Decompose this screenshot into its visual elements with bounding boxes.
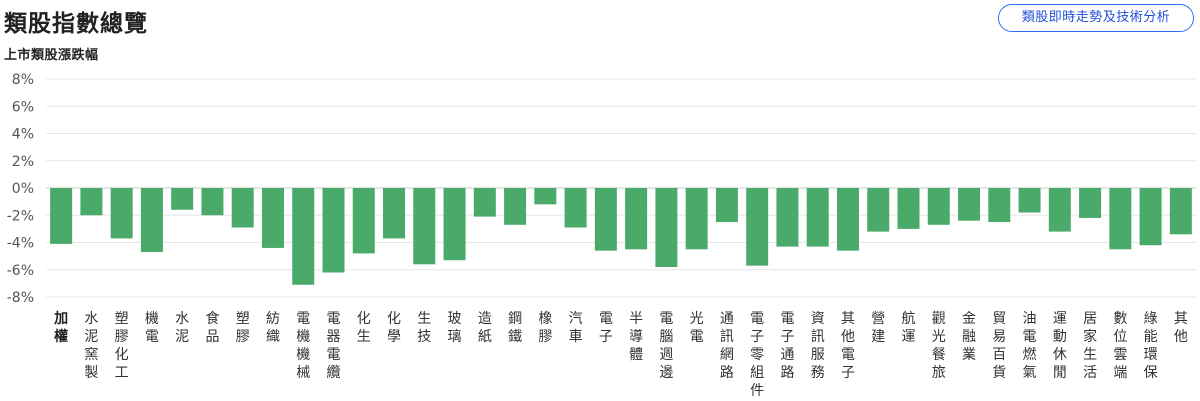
bar-電子通路[interactable] bbox=[776, 188, 799, 247]
x-category-label: 橡膠 bbox=[538, 311, 552, 345]
x-category-label: 食品 bbox=[205, 310, 219, 345]
x-category-label: 生技 bbox=[417, 311, 431, 345]
page-title: 類股指數總覽 bbox=[4, 11, 148, 37]
y-tick-label: -4% bbox=[7, 236, 34, 252]
bar-數位雲端[interactable] bbox=[1109, 188, 1132, 250]
x-category-label: 汽車 bbox=[569, 311, 583, 345]
bar-塑膠化工[interactable] bbox=[110, 188, 133, 239]
x-category-label: 觀光餐旅 bbox=[932, 311, 946, 381]
bar-玻璃[interactable] bbox=[443, 188, 466, 261]
bar-金融業[interactable] bbox=[958, 188, 981, 221]
x-category-label: 綠能環保 bbox=[1144, 311, 1158, 381]
bar-機電[interactable] bbox=[140, 188, 163, 253]
bar-造紙[interactable] bbox=[473, 188, 496, 217]
bar-塑膠[interactable] bbox=[231, 188, 254, 228]
x-category-label: 塑膠化工 bbox=[115, 311, 129, 381]
x-category-label: 貿易百貨 bbox=[992, 311, 1006, 381]
x-category-label: 電子通路 bbox=[780, 311, 794, 381]
bar-其他電子[interactable] bbox=[836, 188, 859, 251]
x-category-label: 其他電子 bbox=[841, 311, 855, 381]
x-category-label: 資訊服務 bbox=[811, 311, 825, 381]
bar-水泥窯製[interactable] bbox=[80, 188, 103, 216]
bar-汽車[interactable] bbox=[564, 188, 587, 228]
bar-資訊服務[interactable] bbox=[806, 188, 829, 247]
bar-電腦週邊[interactable] bbox=[655, 188, 678, 268]
x-category-label: 化生 bbox=[357, 311, 371, 345]
x-category-label: 加權 bbox=[53, 311, 68, 345]
bar-半導體[interactable] bbox=[625, 188, 648, 250]
x-category-label: 水泥 bbox=[175, 311, 189, 345]
x-category-label: 紡織 bbox=[266, 311, 280, 345]
bar-紡織[interactable] bbox=[261, 188, 284, 248]
bar-航運[interactable] bbox=[897, 188, 920, 229]
bar-加權[interactable] bbox=[50, 188, 73, 244]
x-category-label: 造紙 bbox=[478, 311, 492, 345]
bar-營建[interactable] bbox=[867, 188, 890, 232]
bar-其他[interactable] bbox=[1169, 188, 1192, 235]
y-tick-label: 2% bbox=[12, 154, 34, 170]
x-category-label: 電機機械 bbox=[296, 311, 310, 381]
bar-電子[interactable] bbox=[594, 188, 617, 251]
x-category-label: 半導體 bbox=[629, 311, 643, 363]
bar-通訊網路[interactable] bbox=[715, 188, 738, 223]
x-category-label: 化學 bbox=[387, 311, 401, 345]
x-category-label: 電子零組件 bbox=[750, 311, 764, 399]
x-category-label: 玻璃 bbox=[448, 311, 462, 345]
bar-光電[interactable] bbox=[685, 188, 708, 250]
x-category-label: 電器電纜 bbox=[327, 311, 341, 381]
bar-水泥[interactable] bbox=[171, 188, 194, 210]
bar-貿易百貨[interactable] bbox=[988, 188, 1011, 223]
x-category-label: 金融業 bbox=[962, 311, 976, 363]
x-category-label: 塑膠 bbox=[236, 311, 250, 345]
bar-電機機械[interactable] bbox=[292, 188, 315, 285]
y-tick-label: 4% bbox=[12, 127, 34, 143]
tech-analysis-button[interactable]: 類股即時走勢及技術分析 bbox=[998, 4, 1194, 32]
bar-鋼鐵[interactable] bbox=[504, 188, 527, 225]
x-category-label: 航運 bbox=[902, 311, 916, 345]
x-category-label: 電子 bbox=[599, 311, 613, 345]
y-tick-label: 0% bbox=[12, 181, 34, 197]
bar-生技[interactable] bbox=[413, 188, 436, 265]
x-category-label: 運動休閒 bbox=[1053, 311, 1067, 381]
x-category-label: 水泥窯製 bbox=[84, 311, 98, 381]
y-tick-label: -6% bbox=[7, 263, 34, 279]
x-category-label: 光電 bbox=[690, 311, 704, 345]
x-category-label: 鋼鐵 bbox=[508, 311, 522, 345]
x-category-label: 其他 bbox=[1174, 311, 1188, 345]
chart-title: 上市類股漲跌幅 bbox=[4, 48, 99, 63]
bar-橡膠[interactable] bbox=[534, 188, 557, 205]
bar-食品[interactable] bbox=[201, 188, 224, 216]
bar-化生[interactable] bbox=[352, 188, 375, 254]
bar-油電燃氣[interactable] bbox=[1018, 188, 1041, 213]
bar-觀光餐旅[interactable] bbox=[927, 188, 950, 225]
bar-化學[interactable] bbox=[383, 188, 406, 239]
x-category-label: 居家生活 bbox=[1083, 311, 1097, 381]
bar-居家生活[interactable] bbox=[1079, 188, 1102, 218]
bar-運動休閒[interactable] bbox=[1048, 188, 1071, 232]
y-tick-label: 8% bbox=[12, 72, 34, 88]
x-category-label: 通訊網路 bbox=[720, 311, 734, 381]
sector-change-bar-chart: 8% 6% 4% 2% 0% -2% -4% -6% -8% 加權 水泥窯製 塑膠化工 機電水泥食品塑… bbox=[7, 72, 1196, 399]
x-category-label: 油電燃氣 bbox=[1023, 311, 1037, 381]
bar-綠能環保[interactable] bbox=[1139, 188, 1162, 246]
x-category-label: 數位雲端 bbox=[1113, 311, 1127, 381]
y-tick-label: -2% bbox=[7, 208, 34, 224]
y-tick-label: 6% bbox=[12, 99, 34, 115]
bar-電子零組件[interactable] bbox=[746, 188, 769, 266]
bar-電器電纜[interactable] bbox=[322, 188, 345, 273]
x-category-label: 營建 bbox=[871, 311, 885, 345]
y-tick-label: -8% bbox=[7, 290, 34, 306]
x-category-label: 電腦週邊 bbox=[659, 311, 673, 381]
x-category-label: 機電 bbox=[145, 311, 159, 345]
